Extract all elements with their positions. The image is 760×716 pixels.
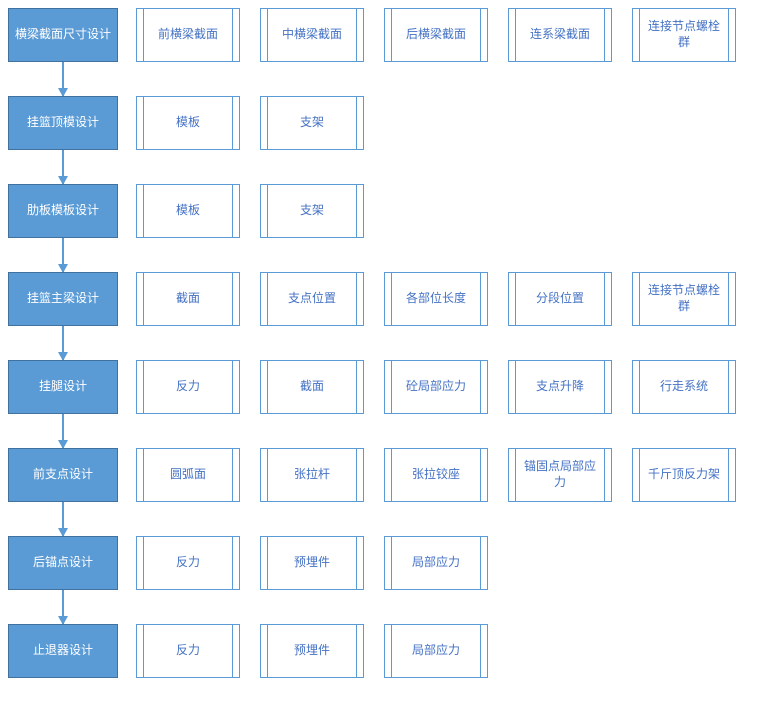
sub-item-box: 行走系统 bbox=[632, 360, 736, 414]
sub-item-box: 分段位置 bbox=[508, 272, 612, 326]
sub-item-box: 反力 bbox=[136, 360, 240, 414]
flow-row: 挂篮顶模设计模板支架 bbox=[8, 96, 752, 150]
sub-item-box: 截面 bbox=[136, 272, 240, 326]
sub-item-box: 局部应力 bbox=[384, 624, 488, 678]
main-step-box: 挂篮顶模设计 bbox=[8, 96, 118, 150]
sub-item-box: 局部应力 bbox=[384, 536, 488, 590]
main-step-box: 挂腿设计 bbox=[8, 360, 118, 414]
sub-item-box: 后横梁截面 bbox=[384, 8, 488, 62]
flow-row: 后锚点设计反力预埋件局部应力 bbox=[8, 536, 752, 590]
sub-item-box: 预埋件 bbox=[260, 536, 364, 590]
sub-item-box: 支架 bbox=[260, 184, 364, 238]
flow-row: 挂腿设计反力截面砼局部应力支点升降行走系统 bbox=[8, 360, 752, 414]
main-step-box: 肋板模板设计 bbox=[8, 184, 118, 238]
sub-item-box: 中横梁截面 bbox=[260, 8, 364, 62]
sub-item-box: 支点升降 bbox=[508, 360, 612, 414]
main-step-box: 止退器设计 bbox=[8, 624, 118, 678]
flow-row: 横梁截面尺寸设计前横梁截面中横梁截面后横梁截面连系梁截面连接节点螺栓群 bbox=[8, 8, 752, 62]
sub-item-box: 反力 bbox=[136, 536, 240, 590]
flow-row: 肋板模板设计模板支架 bbox=[8, 184, 752, 238]
sub-item-box: 张拉杆 bbox=[260, 448, 364, 502]
main-step-box: 后锚点设计 bbox=[8, 536, 118, 590]
sub-item-box: 模板 bbox=[136, 184, 240, 238]
sub-item-box: 千斤顶反力架 bbox=[632, 448, 736, 502]
sub-item-box: 预埋件 bbox=[260, 624, 364, 678]
sub-item-box: 各部位长度 bbox=[384, 272, 488, 326]
main-step-box: 挂篮主梁设计 bbox=[8, 272, 118, 326]
sub-item-box: 砼局部应力 bbox=[384, 360, 488, 414]
flow-row: 止退器设计反力预埋件局部应力 bbox=[8, 624, 752, 678]
sub-item-box: 连接节点螺栓群 bbox=[632, 8, 736, 62]
flowchart-root: 横梁截面尺寸设计前横梁截面中横梁截面后横梁截面连系梁截面连接节点螺栓群挂篮顶模设… bbox=[8, 8, 752, 708]
sub-item-box: 锚固点局部应力 bbox=[508, 448, 612, 502]
sub-item-box: 连系梁截面 bbox=[508, 8, 612, 62]
sub-item-box: 张拉铰座 bbox=[384, 448, 488, 502]
sub-item-box: 前横梁截面 bbox=[136, 8, 240, 62]
flow-row: 挂篮主梁设计截面支点位置各部位长度分段位置连接节点螺栓群 bbox=[8, 272, 752, 326]
flow-row: 前支点设计圆弧面张拉杆张拉铰座锚固点局部应力千斤顶反力架 bbox=[8, 448, 752, 502]
sub-item-box: 模板 bbox=[136, 96, 240, 150]
sub-item-box: 支架 bbox=[260, 96, 364, 150]
main-step-box: 横梁截面尺寸设计 bbox=[8, 8, 118, 62]
sub-item-box: 连接节点螺栓群 bbox=[632, 272, 736, 326]
sub-item-box: 支点位置 bbox=[260, 272, 364, 326]
sub-item-box: 反力 bbox=[136, 624, 240, 678]
sub-item-box: 圆弧面 bbox=[136, 448, 240, 502]
sub-item-box: 截面 bbox=[260, 360, 364, 414]
main-step-box: 前支点设计 bbox=[8, 448, 118, 502]
